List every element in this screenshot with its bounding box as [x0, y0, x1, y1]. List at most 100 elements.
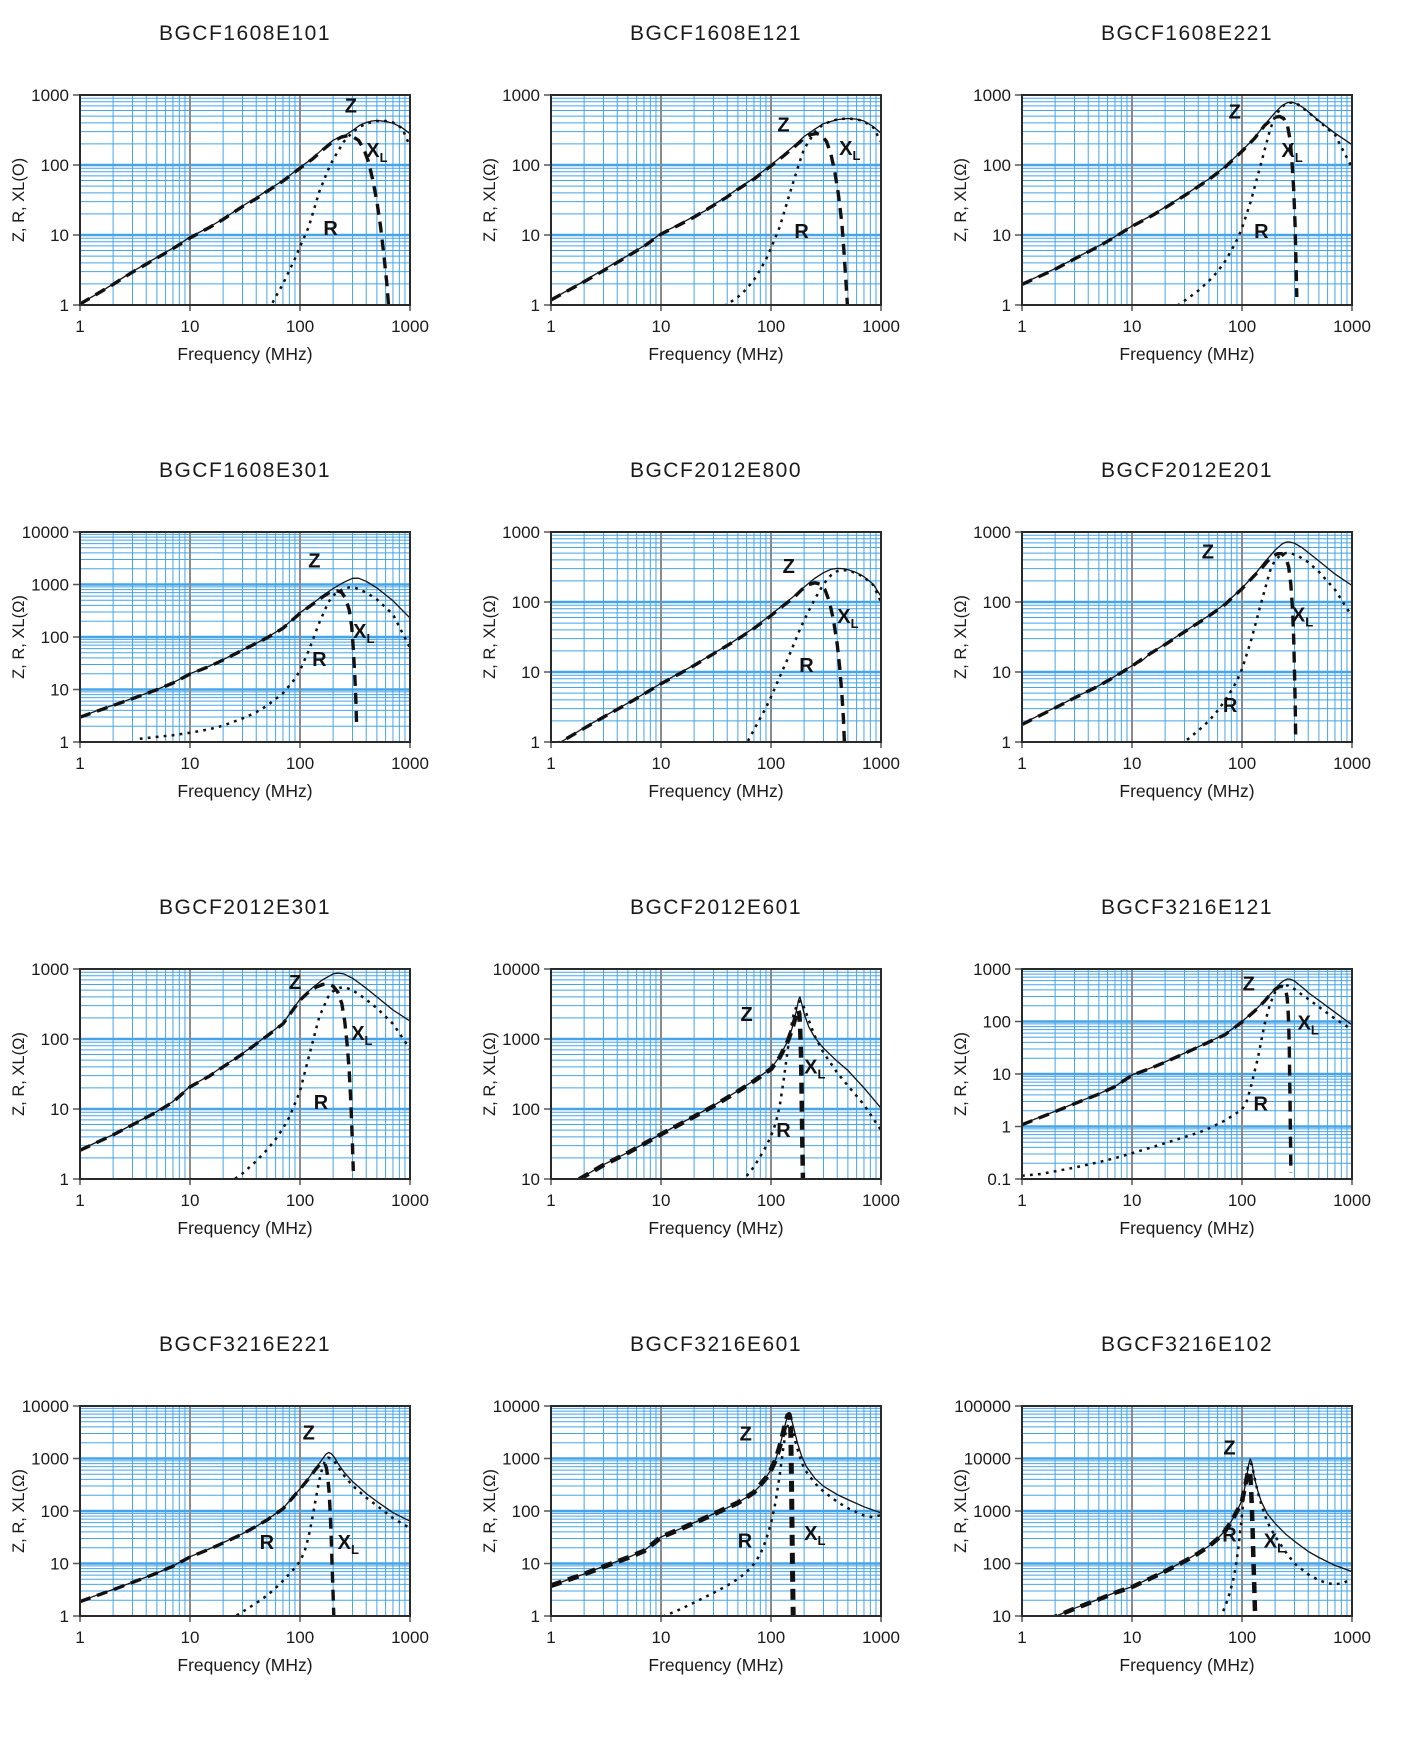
- x-tick-label: 1000: [1333, 1628, 1371, 1647]
- y-tick-label: 1000: [502, 1450, 540, 1469]
- y-tick-label: 10000: [22, 523, 69, 542]
- tick-labels: 1 10 100 1000 1 10 100 1000: [502, 523, 900, 773]
- plot-border: [1021, 531, 1353, 743]
- tick-labels: 1 10 100 1000 10000 1 10 100 1000: [22, 523, 429, 773]
- curve-label-z: Z: [1229, 102, 1241, 124]
- plot-border: [79, 968, 411, 1180]
- y-axis-label: Z, R, XL(Ω): [952, 595, 970, 679]
- x-tick-label: 1000: [391, 754, 429, 773]
- x-tick-label: 1000: [862, 317, 900, 336]
- y-tick-label: 1000: [973, 1502, 1011, 1521]
- r-curve: [269, 119, 410, 305]
- grid-decade-horizontal: [551, 600, 881, 674]
- x-axis-label: Frequency (MHz): [1119, 781, 1254, 801]
- x-tick-label: 1000: [1333, 1191, 1371, 1210]
- y-tick-label: 10: [992, 1065, 1011, 1084]
- x-tick-label: 1: [546, 1191, 555, 1210]
- x-tick-label: 10: [1123, 1628, 1142, 1647]
- grid-decade-horizontal: [80, 1457, 410, 1565]
- axis-ticks: [544, 531, 882, 748]
- y-tick-label: 1000: [31, 86, 69, 105]
- curve-label-r: R: [312, 649, 327, 671]
- r-curve: [1219, 1461, 1352, 1616]
- z-curve: [80, 972, 410, 1151]
- x-tick-label: 100: [286, 317, 314, 336]
- curve-label-z: Z: [308, 551, 320, 573]
- y-tick-label: 10: [50, 1100, 69, 1119]
- x-tick-label: 1: [1017, 317, 1026, 336]
- x-tick-label: 100: [286, 754, 314, 773]
- curve-label-r: R: [323, 218, 338, 240]
- chart-title: BGCF3216E221: [158, 1333, 332, 1356]
- x-axis-label: Frequency (MHz): [177, 1218, 312, 1238]
- plot-border: [1021, 94, 1353, 306]
- axis-ticks: [73, 968, 411, 1185]
- chart-canvas: 1 10 100 1000 10000 1 10 100 1000 Frequency (MHz)…: [481, 1397, 900, 1675]
- chart-cell-bgcf1608e101: BGCF1608E101 1 10 100 1000 1 10 100 1000 Frequen…: [0, 0, 471, 437]
- r-curve: [745, 568, 881, 742]
- curve-label-xl: XL: [1298, 1013, 1319, 1038]
- xl-curve: [551, 131, 850, 305]
- y-tick-label: 1: [1002, 296, 1011, 315]
- grid-decade-vertical: [1131, 969, 1243, 1179]
- y-axis-label: Z, R, XL(Ω): [481, 1469, 499, 1553]
- y-axis-label: Z, R, XL(O): [10, 158, 28, 242]
- x-tick-label: 10: [181, 1628, 200, 1647]
- plot-border: [550, 968, 882, 1180]
- grid-decade-vertical: [660, 1406, 772, 1616]
- chart-title: BGCF3216E102: [1100, 1333, 1274, 1356]
- y-tick-label: 10000: [493, 1397, 540, 1416]
- chart-title: BGCF3216E601: [629, 1333, 803, 1356]
- x-tick-label: 10: [1123, 1191, 1142, 1210]
- z-curve: [80, 577, 410, 718]
- tick-labels: 1 10 100 1000 10000 1 10 100 1000: [22, 1397, 429, 1647]
- chart-canvas: 10 100 1000 10000 1 10 100 1000 Frequency (MHz) Z…: [481, 960, 900, 1238]
- y-tick-label: 1000: [502, 523, 540, 542]
- grid-minor: [80, 969, 410, 1179]
- chart-canvas: 1 10 100 1000 1 10 100 1000 Frequency (MHz) Z, R,…: [952, 86, 1371, 364]
- xl-curve: [557, 581, 847, 742]
- r-curve: [1182, 551, 1352, 742]
- z-curve: [1022, 541, 1352, 725]
- grid-decade-vertical: [1131, 95, 1243, 305]
- grid-decade-horizontal: [80, 583, 410, 691]
- x-tick-label: 1: [546, 754, 555, 773]
- x-axis-label: Frequency (MHz): [648, 1218, 783, 1238]
- y-tick-label: 1: [1002, 733, 1011, 752]
- y-tick-label: 10: [50, 226, 69, 245]
- grid-decade-horizontal: [1022, 1020, 1352, 1128]
- curve-label-xl: XL: [837, 606, 858, 631]
- plot-border: [1021, 968, 1353, 1180]
- xl-curve: [80, 134, 391, 305]
- chart-cell-bgcf1608e221: BGCF1608E221 1 10 100 1000 1 10 100 1000 Frequen…: [942, 0, 1413, 437]
- y-tick-label: 10000: [493, 960, 540, 979]
- y-tick-label: 100: [983, 1013, 1011, 1032]
- curve-label-xl: XL: [1292, 604, 1313, 629]
- chart-cell-bgcf3216e601: BGCF3216E601 1 10 100 1000 10000 1 10 100 1000 Fr…: [471, 1311, 942, 1748]
- y-tick-label: 10: [50, 1555, 69, 1574]
- xl-curve: [80, 1461, 336, 1616]
- x-tick-label: 1000: [862, 754, 900, 773]
- axis-ticks: [544, 94, 882, 311]
- curve-label-r: R: [738, 1531, 753, 1553]
- chart-title: BGCF3216E121: [1100, 896, 1274, 919]
- x-tick-label: 10: [652, 317, 671, 336]
- curve-label-z: Z: [1243, 973, 1255, 995]
- xl-curve: [80, 589, 359, 729]
- x-tick-label: 1: [75, 1628, 84, 1647]
- axis-ticks: [73, 1405, 411, 1622]
- chart-cell-bgcf3216e121: BGCF3216E121 0.1 1 10 100 1000 1 10 100 1000 Freq…: [942, 874, 1413, 1311]
- xl-curve: [1022, 552, 1298, 742]
- xl-curve: [551, 1412, 796, 1616]
- tick-labels: 10 100 1000 10000 1 10 100 1000: [493, 960, 900, 1210]
- chart-title: BGCF1608E301: [158, 459, 332, 482]
- chart-cell-bgcf2012e800: BGCF2012E800 1 10 100 1000 1 10 100 1000 Frequen…: [471, 437, 942, 874]
- chart-title: BGCF1608E101: [158, 22, 332, 45]
- chart-canvas: 0.1 1 10 100 1000 1 10 100 1000 Frequency (MHz) Z,…: [952, 960, 1371, 1238]
- grid-decade-horizontal: [80, 1037, 410, 1111]
- x-axis-label: Frequency (MHz): [1119, 1218, 1254, 1238]
- curve-label-r: R: [776, 1120, 791, 1142]
- x-tick-label: 100: [1228, 1628, 1256, 1647]
- x-tick-label: 10: [652, 754, 671, 773]
